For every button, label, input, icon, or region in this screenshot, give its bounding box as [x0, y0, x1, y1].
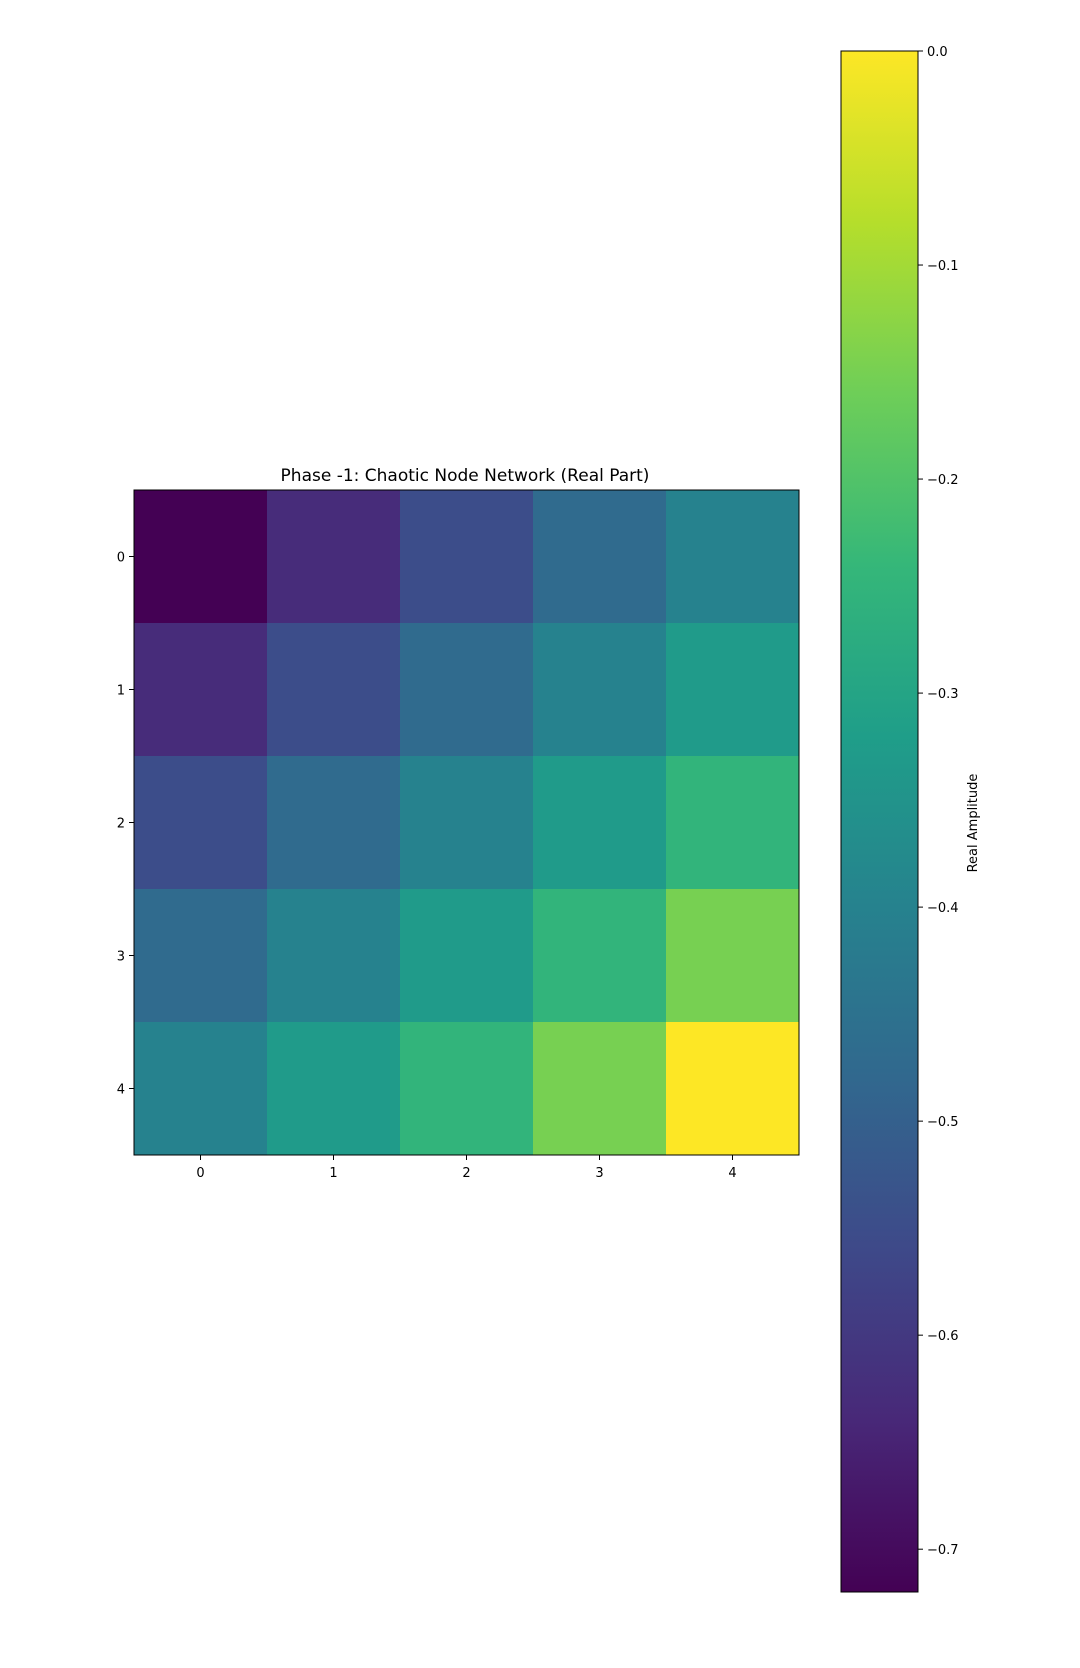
colorbar-tick-label: −0.4 [927, 901, 959, 916]
colorbar-tick-label: 0.0 [927, 45, 948, 60]
heatmap-cell [400, 756, 534, 890]
heatmap-cell [400, 1022, 534, 1156]
heatmap-cell [666, 756, 800, 890]
heatmap-cell [400, 889, 534, 1023]
colorbar-tick-label: −0.6 [927, 1329, 959, 1344]
heatmap-cell [134, 1022, 268, 1156]
heatmap-cell [533, 490, 667, 624]
x-tick-label: 0 [196, 1166, 204, 1181]
heatmap-cell [666, 889, 800, 1023]
heatmap-cell [666, 1022, 800, 1156]
heatmap-cell [134, 756, 268, 890]
colorbar-tick-label: −0.7 [927, 1543, 959, 1558]
heatmap-cells [134, 490, 800, 1156]
heatmap-cell [533, 1022, 667, 1156]
colorbar-tick-label: −0.3 [927, 687, 959, 702]
x-axis: 0 1 2 3 4 [196, 1155, 737, 1181]
heatmap-cell [267, 623, 401, 757]
colorbar-label: Real Amplitude [966, 774, 981, 873]
x-tick-label: 1 [329, 1166, 337, 1181]
colorbar-ticks: 0.0 −0.1 −0.2 −0.3 −0.4 −0.5 −0.6 −0.7 [918, 45, 959, 1558]
colorbar-tick-label: −0.1 [927, 259, 959, 274]
y-tick-label: 0 [117, 551, 125, 566]
colorbar-tick-label: −0.5 [927, 1115, 959, 1130]
x-tick-label: 3 [595, 1166, 603, 1181]
chart-title: Phase -1: Chaotic Node Network (Real Par… [281, 466, 650, 486]
heatmap-cell [666, 623, 800, 757]
heatmap-cell [666, 490, 800, 624]
heatmap-cell [267, 889, 401, 1023]
y-tick-label: 4 [117, 1083, 125, 1098]
heatmap-cell [533, 623, 667, 757]
colorbar-tick-label: −0.2 [927, 473, 959, 488]
heatmap-cell [267, 490, 401, 624]
heatmap-cell [134, 889, 268, 1023]
x-tick-label: 2 [462, 1166, 470, 1181]
x-tick-label: 4 [728, 1166, 736, 1181]
colorbar [840, 50, 919, 1593]
heatmap-cell [533, 889, 667, 1023]
heatmap-cell [267, 1022, 401, 1156]
heatmap-cell [400, 490, 534, 624]
heatmap-cell [134, 490, 268, 624]
y-tick-label: 1 [117, 684, 125, 699]
heatmap-cell [267, 756, 401, 890]
heatmap-cell [533, 756, 667, 890]
heatmap-cell [134, 623, 268, 757]
y-tick-label: 2 [117, 817, 125, 832]
heatmap-cell [400, 623, 534, 757]
y-tick-label: 3 [117, 950, 125, 965]
y-axis: 0 1 2 3 4 [117, 551, 134, 1098]
